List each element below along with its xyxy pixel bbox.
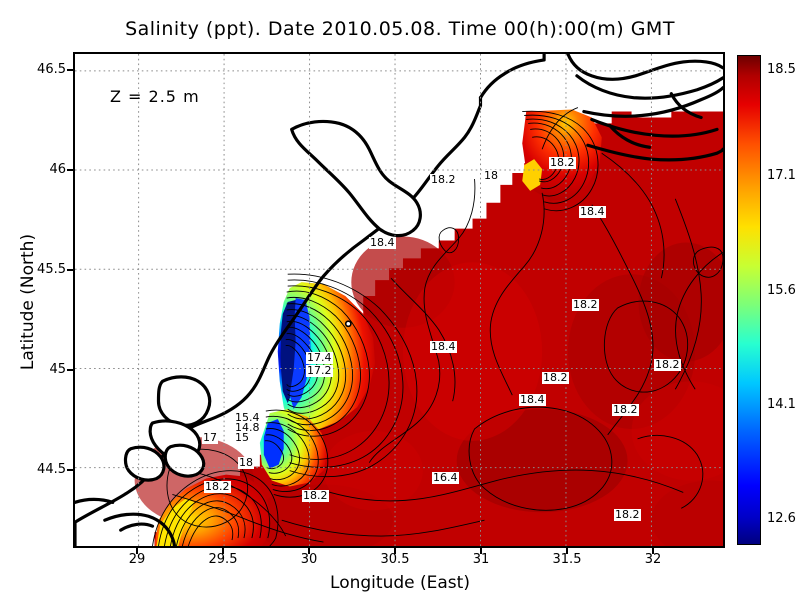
- contour-label: 18.4: [519, 393, 546, 406]
- contour-label: 17: [202, 431, 218, 444]
- y-tick-label: 44.5: [37, 462, 66, 477]
- contour-label: 18.2: [549, 156, 576, 169]
- colorbar-gradient: [738, 56, 760, 544]
- x-tick-mark: [394, 548, 396, 554]
- contour-label: 18.2: [572, 298, 599, 311]
- x-tick-mark: [222, 548, 224, 554]
- colorbar: [737, 55, 761, 545]
- y-tick-mark: [67, 369, 73, 371]
- contour-label: 18.2: [430, 173, 457, 186]
- x-tick-label: 31.5: [552, 552, 582, 567]
- colorbar-tick-label: 15.6: [767, 283, 796, 298]
- colorbar-tick-label: 17.1: [767, 168, 796, 183]
- contour-label: 15: [234, 431, 250, 444]
- x-tick-mark: [136, 548, 138, 554]
- contour-label: 16.4: [432, 471, 459, 484]
- x-tick-label: 30: [300, 552, 318, 567]
- contour-label: 18: [238, 456, 254, 469]
- contour-lines: [152, 107, 723, 546]
- contour-label: 18.2: [542, 371, 569, 384]
- x-tick-label: 29.5: [208, 552, 238, 567]
- colorbar-tick-label: 12.6: [767, 511, 796, 526]
- north-plume-core: [522, 159, 543, 191]
- colorbar-tick-label: 18.5: [767, 62, 796, 77]
- x-tick-mark: [308, 548, 310, 554]
- dniester-core: [263, 419, 284, 469]
- contour-label: 18.2: [614, 508, 641, 521]
- map-canvas: [75, 54, 723, 546]
- contour-label: 18.4: [369, 236, 396, 249]
- contour-label: 18.4: [430, 340, 457, 353]
- contour-label: 18.2: [654, 358, 681, 371]
- contour-label: 18.2: [302, 489, 329, 502]
- y-tick-label: 46.5: [37, 62, 66, 77]
- x-tick-label: 32: [644, 552, 662, 567]
- x-tick-label: 31: [472, 552, 490, 567]
- y-tick-label: 45: [49, 362, 66, 377]
- gridlines: [75, 54, 723, 546]
- x-tick-mark: [566, 548, 568, 554]
- x-tick-mark: [480, 548, 482, 554]
- x-tick-mark: [652, 548, 654, 554]
- contour-label: 17.4: [306, 351, 333, 364]
- y-tick-mark: [67, 69, 73, 71]
- y-axis-label: Latitude (North): [18, 233, 38, 371]
- y-tick-label: 45.5: [37, 262, 66, 277]
- north-coast-plume: [522, 109, 602, 201]
- colorbar-tick-label: 14.1: [767, 397, 796, 412]
- y-tick-mark: [67, 169, 73, 171]
- depth-annotation: Z = 2.5 m: [110, 87, 200, 106]
- contour-label: 17.2: [306, 364, 333, 377]
- contour-label: 14.8: [234, 421, 261, 434]
- danube-fresh-core: [156, 498, 195, 546]
- map-plot-area: [73, 52, 725, 548]
- x-axis-label: Longitude (East): [330, 573, 470, 593]
- y-tick-mark: [67, 469, 73, 471]
- x-tick-label: 29: [128, 552, 146, 567]
- coastline: [75, 54, 723, 546]
- contour-label: 18.2: [612, 403, 639, 416]
- contour-label: 18.4: [579, 205, 606, 218]
- y-tick-label: 46: [49, 162, 66, 177]
- contour-label: 15.4: [234, 411, 261, 424]
- y-tick-mark: [67, 269, 73, 271]
- x-tick-label: 30.5: [380, 552, 410, 567]
- contour-label: 18.2: [204, 480, 231, 493]
- contour-label: 18: [483, 169, 499, 182]
- figure-title: Salinity (ppt). Date 2010.05.08. Time 00…: [125, 18, 675, 40]
